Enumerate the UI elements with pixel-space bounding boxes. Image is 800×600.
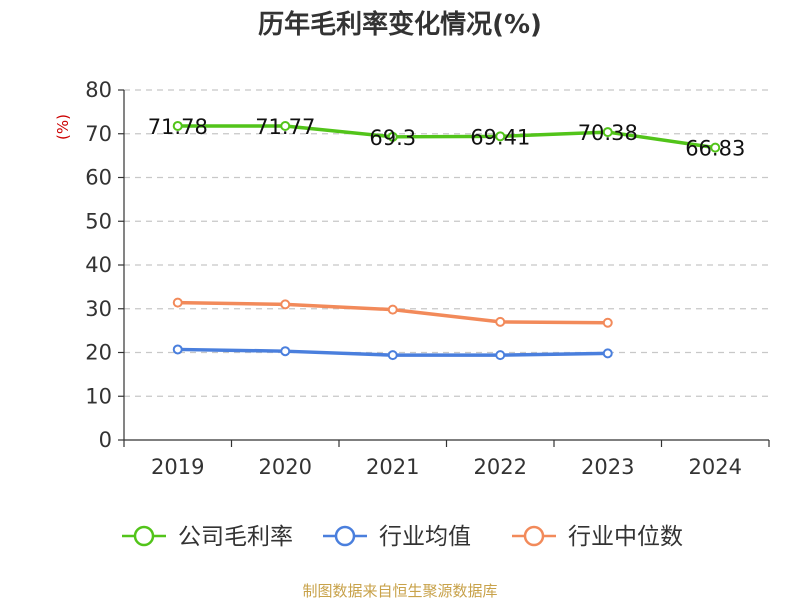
series-0-point-2020[interactable] [280,121,291,132]
series-0-point-2023[interactable] [602,127,613,138]
y-axis-unit: (%) [54,114,72,140]
series-0-point-2021[interactable] [387,131,398,142]
data-label-2020: 71.77 [255,115,315,139]
series-0-point-2022[interactable] [495,131,506,142]
y-tick-label-70: 70 [85,122,112,146]
data-label-2024: 66.83 [685,137,745,161]
legend-label-1: 行业均值 [379,524,471,550]
source-note: 制图数据来自恒生聚源数据库 [302,582,497,600]
x-tick-label-2020: 2020 [259,455,312,479]
legend-item-1[interactable]: 行业均值 [323,524,471,550]
legend[interactable]: 公司毛利率 行业均值 行业中位数 [122,524,683,550]
series-1-point-2022[interactable] [495,350,506,361]
legend-swatch-marker-0 [133,525,155,547]
series-2-point-2023[interactable] [602,317,613,328]
data-label-2019: 71.78 [148,115,208,139]
series-2-point-2020[interactable] [280,299,291,310]
y-tick-label-40: 40 [85,253,112,277]
series-group: 71.78 71.77 69.3 69.41 70.38 66.83 [148,115,746,361]
y-tick-label-0: 0 [99,428,112,452]
data-label-2023: 70.38 [578,121,638,145]
chart-title: 历年毛利率变化情况(%) [258,9,542,40]
series-1-point-2019[interactable] [172,344,183,355]
legend-item-0[interactable]: 公司毛利率 [122,524,293,550]
series-2-point-2022[interactable] [495,316,506,327]
x-tick-label-2024: 2024 [689,455,742,479]
series-0-point-2019[interactable] [172,120,183,131]
series-2 [172,297,613,328]
grid-lines [124,89,769,397]
axes: 0 10 20 30 40 50 60 70 80 2019 2020 2021 2022 2023 202… [85,78,770,479]
legend-item-2[interactable]: 行业中位数 [512,524,683,550]
series-0-point-2024[interactable] [710,142,721,153]
legend-label-0: 公司毛利率 [178,524,293,550]
y-tick-label-50: 50 [85,209,112,233]
series-0-line [176,124,717,150]
series-1-point-2023[interactable] [602,348,613,359]
legend-label-2: 行业中位数 [568,524,683,550]
x-tick-label-2019: 2019 [151,455,204,479]
x-tick-label-2022: 2022 [474,455,527,479]
y-tick-label-20: 20 [85,341,112,365]
series-2-point-2019[interactable] [172,297,183,308]
x-tick-label-2023: 2023 [581,455,634,479]
legend-swatch-marker-2 [523,525,545,547]
legend-swatch-marker-1 [334,525,356,547]
series-1-point-2021[interactable] [387,350,398,361]
series-0: 71.78 71.77 69.3 69.41 70.38 66.83 [148,115,746,161]
data-label-2021: 69.3 [369,126,416,150]
x-tick-label-2021: 2021 [366,455,419,479]
y-tick-label-30: 30 [85,297,112,321]
data-label-2022: 69.41 [470,125,530,149]
series-1 [172,344,613,361]
y-tick-label-60: 60 [85,166,112,190]
y-tick-label-80: 80 [85,78,112,102]
series-1-point-2020[interactable] [280,346,291,357]
y-tick-label-10: 10 [85,384,112,408]
series-2-point-2021[interactable] [387,304,398,315]
